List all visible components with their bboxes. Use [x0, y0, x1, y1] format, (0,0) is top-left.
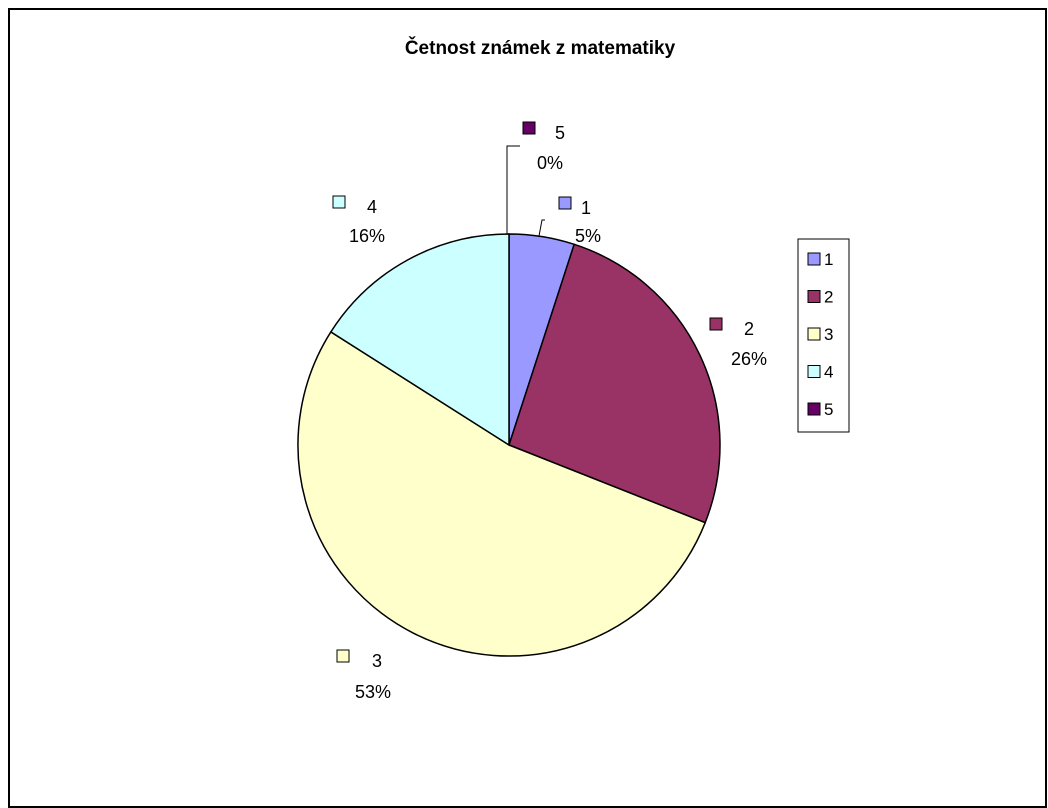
legend-label-5: 5: [824, 400, 833, 419]
chart-title: Četnost známek z matematiky: [405, 37, 676, 59]
pie-slice-4: [329, 233, 510, 447]
legend-label-3: 3: [824, 325, 833, 344]
data-label-category-5: 5: [555, 123, 565, 143]
data-label-category-2: 2: [744, 319, 754, 339]
legend-box: [797, 238, 850, 433]
pie-slice-3: [297, 330, 707, 657]
data-label-swatch-1: [558, 196, 572, 210]
legend-label-1: 1: [824, 250, 833, 269]
data-label-percent-1: 5%: [575, 226, 601, 246]
legend: 1 2 3 4 5: [797, 238, 850, 433]
data-label-category-1: 1: [581, 198, 591, 218]
legend-swatch-2: [807, 290, 821, 303]
data-label-percent-4: 16%: [349, 226, 385, 246]
data-label-percent-5: 0%: [537, 153, 563, 173]
data-label-swatch-4: [332, 195, 346, 209]
data-label-percent-2: 26%: [731, 349, 767, 369]
pie-slice-2: [508, 243, 721, 524]
legend-swatch-3: [807, 327, 821, 341]
legend-swatch-1: [807, 252, 821, 266]
leader-line-1: [538, 219, 545, 237]
legend-label-4: 4: [824, 363, 833, 382]
leader-lines: [506, 145, 545, 237]
legend-swatch-4: [807, 365, 821, 378]
leader-line-5: [506, 145, 520, 234]
data-label-category-4: 4: [367, 197, 377, 217]
data-labels: 1 5% 2 26% 3 53% 4 16% 5 0%: [332, 121, 767, 702]
data-label-percent-3: 53%: [355, 682, 391, 702]
data-label-swatch-2: [709, 317, 723, 331]
legend-label-2: 2: [824, 288, 833, 307]
pie-slices: [297, 233, 721, 657]
data-label-category-3: 3: [372, 651, 382, 671]
legend-swatch-5: [807, 402, 821, 416]
data-label-swatch-3: [336, 649, 350, 663]
data-label-swatch-5: [522, 121, 536, 135]
